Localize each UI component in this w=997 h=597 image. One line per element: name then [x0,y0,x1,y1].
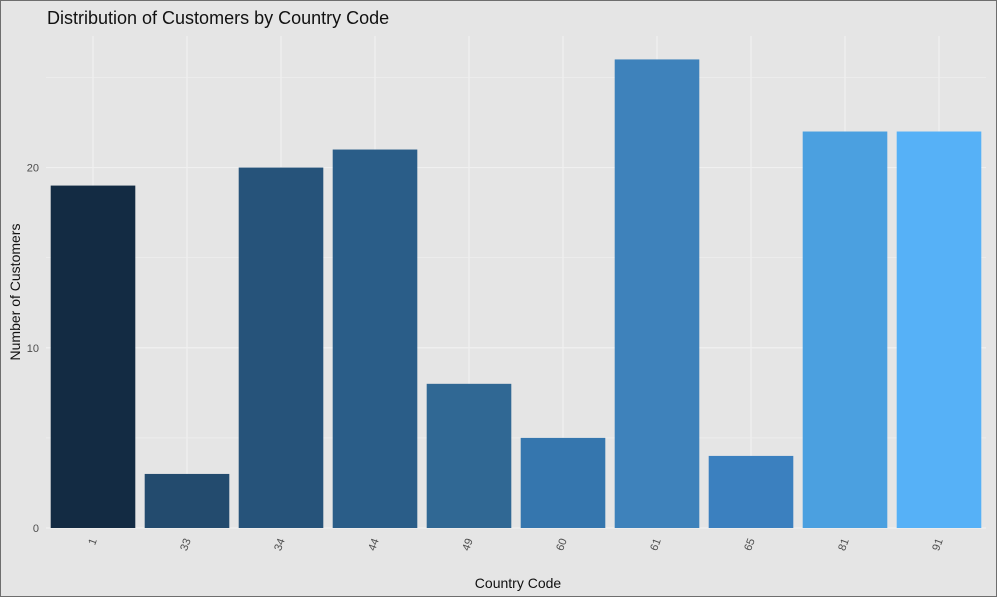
x-tick-label: 44 [366,537,381,553]
bar-33 [144,473,230,528]
x-tick-label: 1 [86,537,99,547]
bar-81 [802,131,888,528]
y-axis-title: Number of Customers [7,224,23,361]
x-tick-label: 49 [460,537,475,553]
y-tick-label: 0 [33,523,39,535]
bar-44 [332,149,418,529]
y-tick-label: 20 [27,163,39,175]
bar-1 [50,185,136,529]
bar-65 [708,455,794,528]
bar-49 [426,383,512,528]
y-tick-label: 10 [27,343,39,355]
x-tick-label: 81 [836,537,851,553]
bars [50,59,982,529]
bar-34 [238,167,324,529]
x-tick-label: 33 [178,537,193,553]
x-tick-label: 34 [272,537,287,553]
x-axis-title: Country Code [475,575,562,591]
bar-91 [896,131,982,528]
x-tick-label: 65 [742,537,757,553]
x-tick-label: 60 [554,537,569,553]
y-axis-ticks: 0 10 20 [27,163,39,535]
x-tick-label: 61 [648,537,663,553]
x-tick-label: 91 [930,537,945,553]
x-axis-ticks: 1 33 34 44 49 60 61 65 81 91 [86,537,945,553]
bar-61 [614,59,700,529]
chart-title: Distribution of Customers by Country Cod… [47,8,389,28]
bar-60 [520,437,606,528]
